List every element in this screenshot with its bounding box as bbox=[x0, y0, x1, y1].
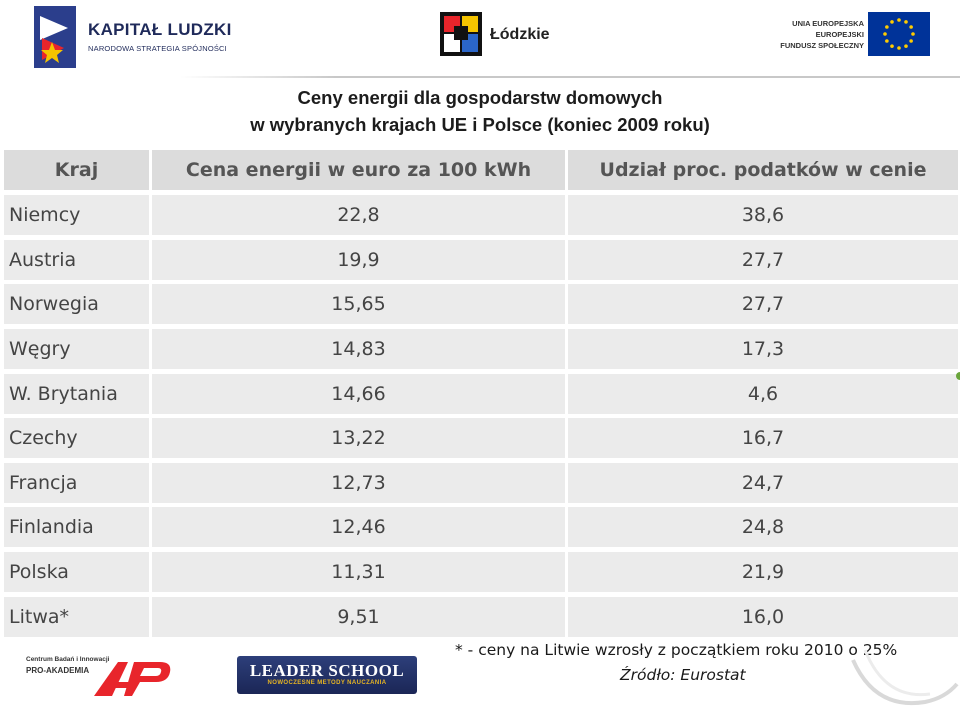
eu-text: UNIA EUROPEJSKA EUROPEJSKI FUNDUSZ SPOŁE… bbox=[780, 18, 864, 51]
price-cell: 12,46 bbox=[152, 507, 565, 547]
column-header-price: Cena energii w euro za 100 kWh bbox=[152, 150, 565, 190]
lodzkie-logo: Łódzkie bbox=[440, 12, 570, 58]
pro-akademia-emblem-icon bbox=[94, 662, 171, 696]
eu-star-icon bbox=[909, 25, 913, 29]
price-cell: 19,9 bbox=[152, 240, 565, 280]
price-cell: 14,83 bbox=[152, 329, 565, 369]
eu-star-icon bbox=[883, 32, 887, 36]
eu-logo: UNIA EUROPEJSKA EUROPEJSKI FUNDUSZ SPOŁE… bbox=[750, 10, 930, 62]
page-title-line-2: w wybranych krajach UE i Polsce (koniec … bbox=[250, 114, 710, 135]
eu-star-icon bbox=[911, 32, 915, 36]
country-cell: Austria bbox=[4, 240, 149, 280]
tax-share-cell: 24,7 bbox=[568, 463, 958, 503]
tax-share-cell: 17,3 bbox=[568, 329, 958, 369]
footnote: * - ceny na Litwie wzrosły z początkiem … bbox=[455, 641, 898, 659]
tax-share-cell: 27,7 bbox=[568, 240, 958, 280]
page-title-line-1: Ceny energii dla gospodarstw domowych bbox=[297, 87, 663, 108]
tax-share-cell: 16,7 bbox=[568, 418, 958, 458]
tax-share-cell: 16,0 bbox=[568, 597, 958, 637]
pro-akademia-logo: Centrum Badań i Innowacji PRO-AKADEMIA bbox=[24, 656, 174, 698]
eu-star-icon bbox=[890, 20, 894, 24]
eu-line-2: EUROPEJSKI bbox=[815, 30, 864, 39]
eu-star-icon bbox=[904, 44, 908, 48]
pro-akademia-line-2: PRO-AKADEMIA bbox=[26, 666, 90, 675]
price-cell: 22,8 bbox=[152, 195, 565, 235]
eu-flag-icon bbox=[868, 12, 930, 56]
country-cell: W. Brytania bbox=[4, 374, 149, 414]
eu-star-icon bbox=[904, 20, 908, 24]
kapital-ludzki-emblem-icon bbox=[34, 6, 76, 68]
country-cell: Polska bbox=[4, 552, 149, 592]
source-note: Źródło: Eurostat bbox=[620, 666, 746, 684]
eu-star-icon bbox=[909, 39, 913, 43]
table-row: Litwa* 9,51 16,0 bbox=[4, 597, 958, 637]
kapital-ludzki-logo: KAPITAŁ LUDZKI NARODOWA STRATEGIA SPÓJNO… bbox=[34, 6, 264, 70]
table-row: Czechy 13,22 16,7 bbox=[4, 418, 958, 458]
table-row: W. Brytania 14,66 4,6 bbox=[4, 374, 958, 414]
header-divider bbox=[180, 76, 960, 78]
kapital-ludzki-subtitle: NARODOWA STRATEGIA SPÓJNOŚCI bbox=[88, 44, 227, 53]
pro-akademia-line-1: Centrum Badań i Innowacji bbox=[26, 656, 110, 663]
country-cell: Węgry bbox=[4, 329, 149, 369]
eu-star-icon bbox=[897, 18, 901, 22]
table-row: Niemcy 22,8 38,6 bbox=[4, 195, 958, 235]
country-cell: Norwegia bbox=[4, 284, 149, 324]
leader-school-logo: LEADER SCHOOL NOWOCZESNE METODY NAUCZANI… bbox=[237, 656, 417, 694]
kapital-ludzki-title: KAPITAŁ LUDZKI bbox=[88, 20, 232, 39]
eu-star-icon bbox=[885, 39, 889, 43]
eu-star-icon bbox=[897, 46, 901, 50]
tax-share-cell: 21,9 bbox=[568, 552, 958, 592]
eu-star-icon bbox=[890, 44, 894, 48]
country-cell: Niemcy bbox=[4, 195, 149, 235]
eu-line-3: FUNDUSZ SPOŁECZNY bbox=[780, 41, 864, 50]
tax-share-cell: 24,8 bbox=[568, 507, 958, 547]
table-header-row: Kraj Cena energii w euro za 100 kWh Udzi… bbox=[4, 150, 958, 190]
price-cell: 14,66 bbox=[152, 374, 565, 414]
leader-school-title: LEADER SCHOOL bbox=[249, 661, 405, 680]
tax-share-cell: 27,7 bbox=[568, 284, 958, 324]
tax-share-cell: 4,6 bbox=[568, 374, 958, 414]
price-cell: 12,73 bbox=[152, 463, 565, 503]
eu-line-1: UNIA EUROPEJSKA bbox=[792, 19, 864, 28]
column-header-tax: Udział proc. podatków w cenie bbox=[568, 150, 958, 190]
country-cell: Czechy bbox=[4, 418, 149, 458]
tax-share-cell: 38,6 bbox=[568, 195, 958, 235]
table-row: Norwegia 15,65 27,7 bbox=[4, 284, 958, 324]
table-row: Finlandia 12,46 24,8 bbox=[4, 507, 958, 547]
leader-school-subtitle: NOWOCZESNE METODY NAUCZANIA bbox=[267, 680, 387, 686]
table-row: Polska 11,31 21,9 bbox=[4, 552, 958, 592]
table-row: Węgry 14,83 17,3 bbox=[4, 329, 958, 369]
price-cell: 11,31 bbox=[152, 552, 565, 592]
lodzkie-emblem-icon bbox=[440, 12, 482, 56]
decorative-swoosh-icon bbox=[851, 649, 959, 706]
column-header-country: Kraj bbox=[4, 150, 149, 190]
decorative-accent-icon bbox=[956, 372, 960, 380]
country-cell: Finlandia bbox=[4, 507, 149, 547]
price-cell: 15,65 bbox=[152, 284, 565, 324]
eu-star-icon bbox=[885, 25, 889, 29]
lodzkie-text: Łódzkie bbox=[490, 26, 550, 43]
header: KAPITAŁ LUDZKI NARODOWA STRATEGIA SPÓJNO… bbox=[0, 0, 960, 78]
country-cell: Litwa* bbox=[4, 597, 149, 637]
country-cell: Francja bbox=[4, 463, 149, 503]
price-cell: 13,22 bbox=[152, 418, 565, 458]
table-row: Austria 19,9 27,7 bbox=[4, 240, 958, 280]
price-cell: 9,51 bbox=[152, 597, 565, 637]
table-row: Francja 12,73 24,7 bbox=[4, 463, 958, 503]
